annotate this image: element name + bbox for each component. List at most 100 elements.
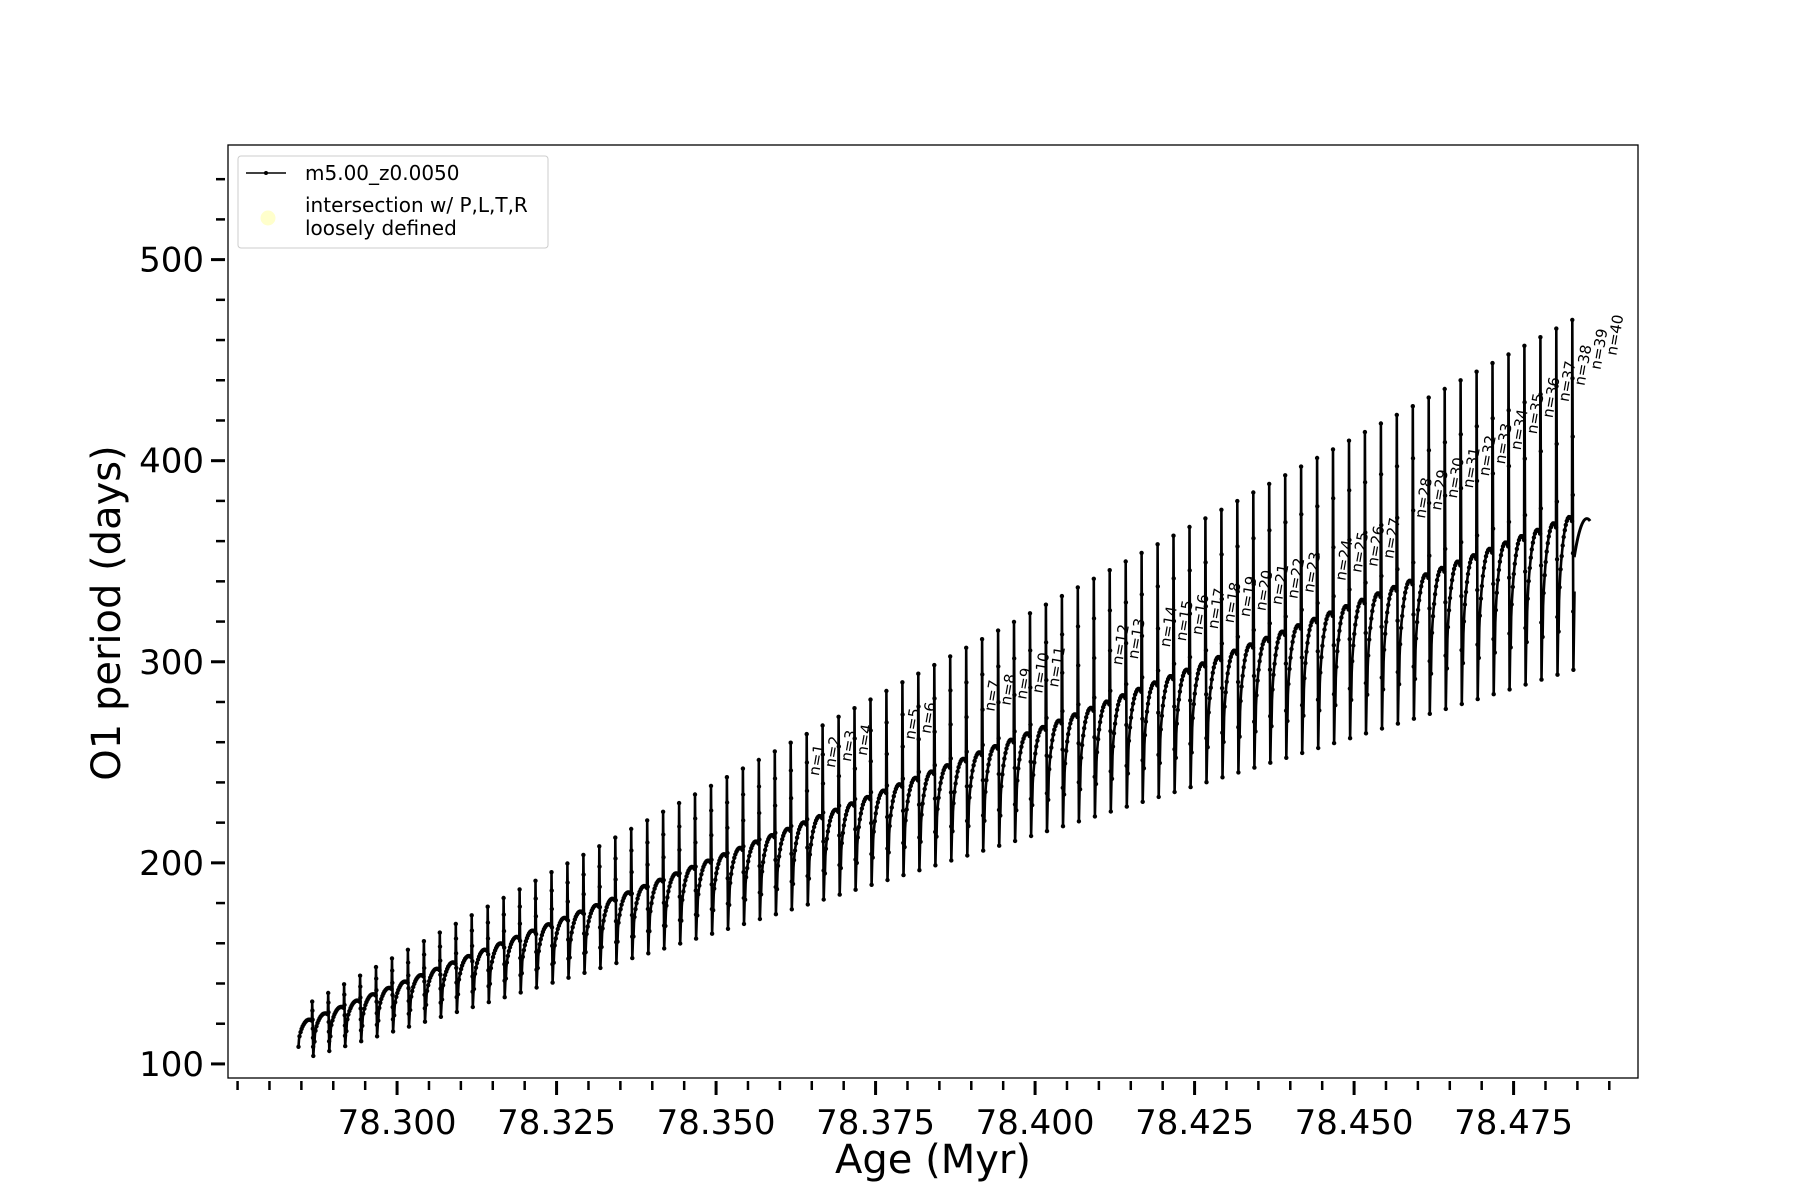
series-point	[456, 977, 462, 982]
series-point	[952, 789, 957, 795]
series-point	[890, 799, 895, 804]
series-point	[709, 857, 714, 862]
series-point	[836, 744, 841, 749]
series-point	[1506, 463, 1512, 469]
series-point	[1129, 707, 1135, 713]
series-point	[827, 818, 833, 823]
series-point	[805, 817, 810, 822]
series-point	[772, 835, 777, 840]
series-point	[1043, 727, 1048, 732]
series-point	[378, 1000, 383, 1005]
series-point	[1492, 650, 1498, 655]
series-point	[597, 884, 602, 889]
series-point	[1161, 695, 1167, 700]
series-point	[649, 901, 654, 906]
series-point	[996, 771, 1001, 777]
series-point	[758, 892, 764, 897]
series-point	[619, 902, 624, 907]
series-point	[900, 744, 905, 749]
series-point	[1395, 669, 1401, 675]
series-point	[884, 783, 890, 788]
series-point	[1189, 750, 1194, 755]
series-point	[1235, 679, 1241, 685]
series-point	[1252, 719, 1257, 724]
series-point	[1429, 630, 1435, 635]
series-point	[1176, 697, 1182, 702]
series-point	[682, 883, 687, 888]
series-point	[875, 800, 881, 805]
series-point	[954, 774, 959, 780]
series-point	[1283, 567, 1288, 572]
series-point	[760, 860, 766, 865]
series-point	[1034, 744, 1039, 749]
series-point	[901, 840, 906, 846]
series-point	[426, 983, 431, 988]
series-point	[873, 811, 878, 816]
series-point	[856, 824, 861, 830]
series-point	[1491, 636, 1496, 642]
series-point	[422, 979, 427, 984]
series-point	[1204, 736, 1209, 741]
series-point	[533, 914, 539, 919]
series-point	[1538, 563, 1544, 568]
series-point	[553, 936, 558, 941]
series-point	[1380, 687, 1386, 692]
series-point	[453, 951, 459, 956]
series-point	[602, 913, 607, 918]
series-point	[820, 816, 825, 821]
series-point	[1028, 796, 1034, 802]
series-point	[716, 861, 721, 867]
series-point	[968, 783, 973, 789]
series-point	[1483, 554, 1489, 559]
annotation-label-3: n=3	[837, 729, 860, 763]
series-point	[822, 871, 828, 876]
series-point	[740, 847, 745, 853]
series-point	[1283, 473, 1288, 478]
series-point	[389, 986, 394, 992]
series-point	[1509, 602, 1514, 607]
series-point	[1395, 567, 1400, 572]
series-points-m5-z0050	[296, 317, 1576, 1059]
series-point	[1092, 774, 1097, 779]
series-point	[836, 773, 842, 779]
series-point	[790, 881, 796, 887]
series-point	[1459, 647, 1464, 653]
series-point	[454, 980, 459, 985]
series-point	[1028, 722, 1033, 727]
series-point	[1107, 568, 1112, 573]
series-point	[1003, 750, 1008, 756]
series-point	[310, 1008, 315, 1013]
series-point	[1479, 583, 1485, 589]
series-point	[1506, 519, 1512, 525]
annotation-label-4: n=4	[853, 723, 876, 757]
x-tick-label: 78.475	[1454, 1103, 1573, 1143]
series-point	[1480, 573, 1486, 579]
series-point	[1330, 613, 1335, 619]
series-point	[470, 959, 475, 964]
series-point	[408, 1007, 413, 1013]
series-point	[725, 825, 730, 830]
annotation-label-6: n=6	[917, 701, 940, 735]
series-point	[1251, 536, 1256, 541]
series-point	[311, 1053, 316, 1059]
series-point	[1219, 552, 1224, 557]
series-point	[773, 830, 778, 835]
series-point	[1257, 659, 1262, 664]
series-point	[963, 759, 969, 764]
series-point	[1256, 667, 1261, 672]
series-point	[852, 736, 857, 741]
series-point	[1276, 635, 1281, 641]
series-point	[536, 948, 541, 954]
series-point	[868, 697, 873, 702]
series-point	[709, 808, 714, 813]
series-point	[985, 769, 990, 774]
series-point	[1287, 666, 1292, 672]
series-point	[453, 921, 458, 927]
plot-frame	[227, 144, 1639, 1079]
series-point	[1107, 702, 1112, 707]
series-point	[1044, 715, 1049, 721]
series-point	[1255, 678, 1260, 683]
series-point	[1130, 701, 1136, 706]
series-point	[1538, 335, 1543, 340]
series-point	[986, 762, 991, 767]
